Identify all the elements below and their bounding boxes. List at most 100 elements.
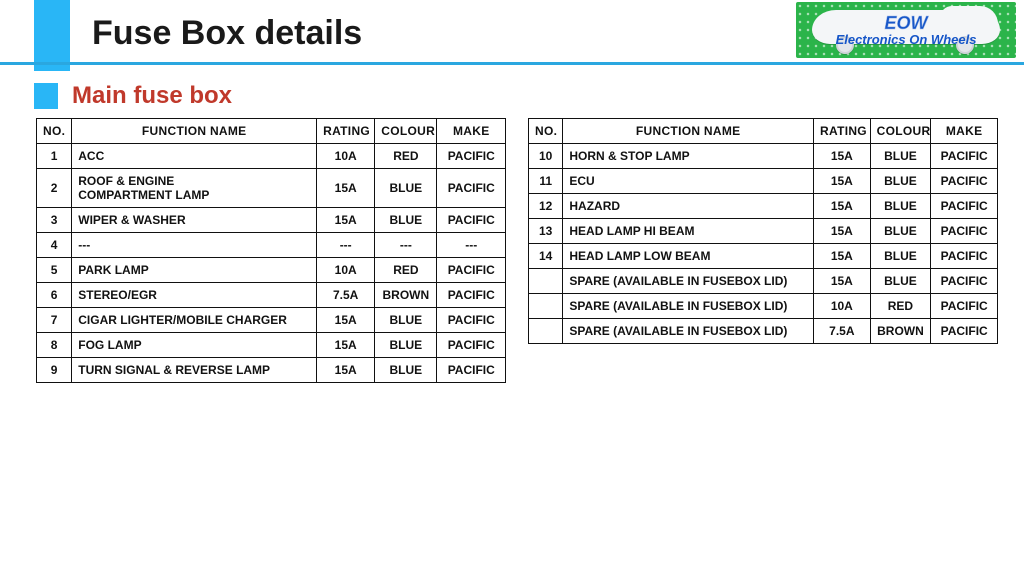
cell-no: 2 — [37, 169, 72, 208]
col-fn: FUNCTION NAME — [563, 119, 814, 144]
cell-rt: 15A — [814, 269, 871, 294]
cell-mk: PACIFIC — [437, 169, 506, 208]
cell-cl: BLUE — [375, 308, 437, 333]
cell-no — [529, 269, 563, 294]
cell-cl: --- — [375, 233, 437, 258]
table-row: 5PARK LAMP10AREDPACIFIC — [37, 258, 506, 283]
cell-fn: TURN SIGNAL & REVERSE LAMP — [72, 358, 317, 383]
cell-cl: RED — [375, 144, 437, 169]
cell-no: 5 — [37, 258, 72, 283]
cell-fn: FOG LAMP — [72, 333, 317, 358]
slide: Fuse Box details EOW Electronics On Whee… — [0, 0, 1024, 576]
table-header-row: NO. FUNCTION NAME RATING COLOUR MAKE — [529, 119, 998, 144]
cell-no: 9 — [37, 358, 72, 383]
cell-rt: 10A — [317, 258, 375, 283]
cell-cl: BLUE — [870, 169, 931, 194]
cell-no: 10 — [529, 144, 563, 169]
cell-mk: PACIFIC — [931, 169, 998, 194]
cell-cl: BLUE — [375, 358, 437, 383]
col-no: NO. — [37, 119, 72, 144]
fuse-table-right: NO. FUNCTION NAME RATING COLOUR MAKE 10H… — [528, 118, 998, 344]
cell-no — [529, 319, 563, 344]
table-row: 1ACC10AREDPACIFIC — [37, 144, 506, 169]
cell-rt: 15A — [317, 169, 375, 208]
cell-fn: WIPER & WASHER — [72, 208, 317, 233]
cell-mk: PACIFIC — [437, 208, 506, 233]
cell-fn: ECU — [563, 169, 814, 194]
cell-cl: BLUE — [870, 219, 931, 244]
cell-no: 13 — [529, 219, 563, 244]
table-row: 14HEAD LAMP LOW BEAM15ABLUEPACIFIC — [529, 244, 998, 269]
cell-rt: 15A — [814, 219, 871, 244]
fuse-table-left: NO. FUNCTION NAME RATING COLOUR MAKE 1AC… — [36, 118, 506, 383]
table-row: 4------------ — [37, 233, 506, 258]
cell-mk: PACIFIC — [931, 194, 998, 219]
cell-mk: PACIFIC — [931, 244, 998, 269]
logo-truck-icon: EOW Electronics On Wheels — [806, 6, 1006, 54]
table-row: 6STEREO/EGR7.5ABROWNPACIFIC — [37, 283, 506, 308]
cell-rt: 15A — [317, 208, 375, 233]
cell-rt: 10A — [814, 294, 871, 319]
cell-rt: 15A — [814, 194, 871, 219]
cell-rt: 10A — [317, 144, 375, 169]
table-row: 12HAZARD15ABLUEPACIFIC — [529, 194, 998, 219]
table-row: SPARE (AVAILABLE IN FUSEBOX LID)10AREDPA… — [529, 294, 998, 319]
tables-wrap: NO. FUNCTION NAME RATING COLOUR MAKE 1AC… — [36, 118, 1006, 383]
header-divider — [0, 62, 1024, 65]
cell-fn: HEAD LAMP HI BEAM — [563, 219, 814, 244]
table-row: 13HEAD LAMP HI BEAM15ABLUEPACIFIC — [529, 219, 998, 244]
cell-mk: PACIFIC — [931, 294, 998, 319]
cell-cl: RED — [375, 258, 437, 283]
table-row: 3WIPER & WASHER15ABLUEPACIFIC — [37, 208, 506, 233]
cell-fn: HORN & STOP LAMP — [563, 144, 814, 169]
cell-mk: PACIFIC — [437, 144, 506, 169]
cell-rt: 15A — [814, 169, 871, 194]
title-accent-block — [34, 0, 70, 71]
cell-rt: 15A — [317, 358, 375, 383]
cell-mk: --- — [437, 233, 506, 258]
page-title: Fuse Box details — [92, 14, 362, 53]
table-row: SPARE (AVAILABLE IN FUSEBOX LID)7.5ABROW… — [529, 319, 998, 344]
cell-rt: 7.5A — [814, 319, 871, 344]
cell-mk: PACIFIC — [437, 358, 506, 383]
cell-cl: BROWN — [375, 283, 437, 308]
cell-mk: PACIFIC — [931, 319, 998, 344]
cell-fn: SPARE (AVAILABLE IN FUSEBOX LID) — [563, 294, 814, 319]
cell-no: 6 — [37, 283, 72, 308]
cell-cl: BLUE — [375, 333, 437, 358]
cell-cl: BLUE — [870, 244, 931, 269]
cell-mk: PACIFIC — [437, 283, 506, 308]
cell-mk: PACIFIC — [437, 258, 506, 283]
cell-cl: BLUE — [870, 144, 931, 169]
col-make: MAKE — [437, 119, 506, 144]
cell-mk: PACIFIC — [931, 269, 998, 294]
subtitle-accent-block — [34, 83, 58, 109]
table-row: 7CIGAR LIGHTER/MOBILE CHARGER15ABLUEPACI… — [37, 308, 506, 333]
table-row: 11ECU15ABLUEPACIFIC — [529, 169, 998, 194]
cell-no: 14 — [529, 244, 563, 269]
cell-fn: PARK LAMP — [72, 258, 317, 283]
cell-mk: PACIFIC — [931, 144, 998, 169]
cell-fn: HAZARD — [563, 194, 814, 219]
col-rating: RATING — [317, 119, 375, 144]
cell-rt: 15A — [814, 144, 871, 169]
subtitle-row: Main fuse box — [34, 82, 232, 110]
table-row: SPARE (AVAILABLE IN FUSEBOX LID)15ABLUEP… — [529, 269, 998, 294]
table-header-row: NO. FUNCTION NAME RATING COLOUR MAKE — [37, 119, 506, 144]
cell-rt: 7.5A — [317, 283, 375, 308]
cell-fn: STEREO/EGR — [72, 283, 317, 308]
cell-cl: BROWN — [870, 319, 931, 344]
cell-no: 1 — [37, 144, 72, 169]
cell-cl: RED — [870, 294, 931, 319]
cell-no — [529, 294, 563, 319]
cell-cl: BLUE — [870, 194, 931, 219]
cell-no: 12 — [529, 194, 563, 219]
cell-cl: BLUE — [870, 269, 931, 294]
cell-no: 3 — [37, 208, 72, 233]
col-colour: COLOUR — [870, 119, 931, 144]
cell-fn: ROOF & ENGINECOMPARTMENT LAMP — [72, 169, 317, 208]
cell-cl: BLUE — [375, 208, 437, 233]
cell-rt: 15A — [317, 333, 375, 358]
col-no: NO. — [529, 119, 563, 144]
cell-fn: SPARE (AVAILABLE IN FUSEBOX LID) — [563, 269, 814, 294]
